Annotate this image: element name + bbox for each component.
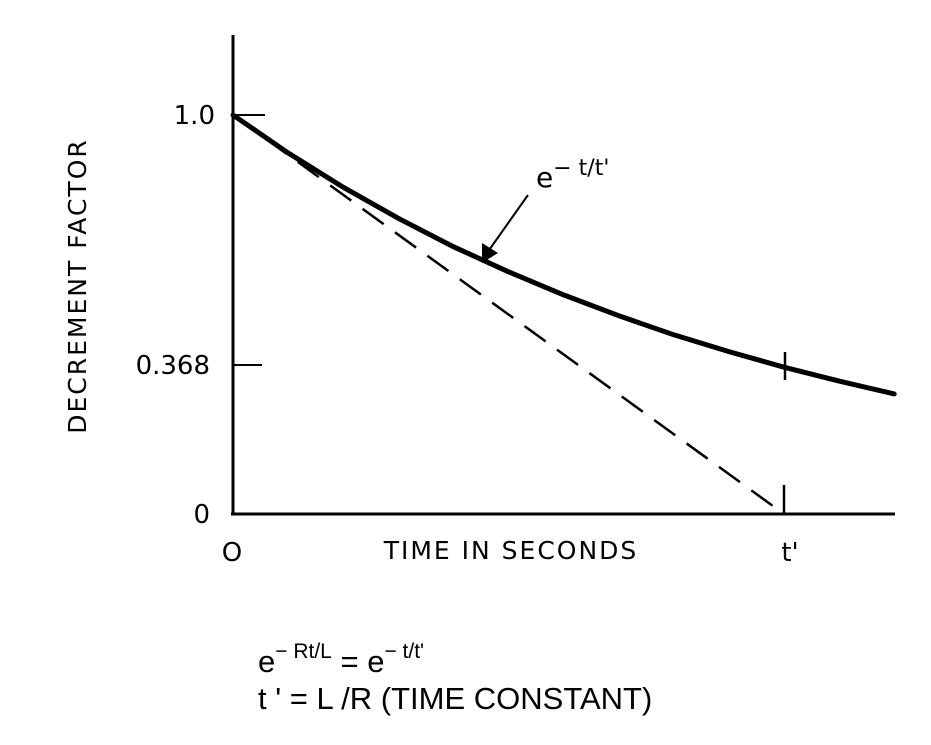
formula-1-exponent-a: − Rt/L xyxy=(275,640,332,663)
formula-1-equals: = e xyxy=(331,644,385,679)
formula-1-exponent-b: − t/t' xyxy=(384,640,425,663)
annotation-arrow-shaft xyxy=(486,194,529,254)
formula-time-constant: t ' = L /R (TIME CONSTANT) xyxy=(258,681,653,716)
dashed-tangent-line xyxy=(232,113,785,516)
y-axis-title: DECREMENT FACTOR xyxy=(63,138,92,433)
x-axis-title: TIME IN SECONDS xyxy=(383,536,639,565)
formula-decay-equivalence: e− Rt/L = e− t/t' xyxy=(258,640,424,680)
formula-1-base: e xyxy=(258,644,276,679)
y-tick-label-0368: 0.368 xyxy=(136,351,210,381)
x-tick-label-0: O xyxy=(222,538,242,568)
annotation-arrow-head xyxy=(482,243,498,263)
curve-label-exponent: − t/t' xyxy=(553,156,609,181)
x-tick-label-t-prime: t' xyxy=(781,538,798,568)
curve-label-base: e xyxy=(536,161,553,194)
curve-label: e− t/t' xyxy=(536,156,609,194)
y-tick-label-0: 0 xyxy=(193,500,210,530)
exponential-decay-curve xyxy=(230,112,897,397)
y-tick-label-1: 1.0 xyxy=(174,101,215,131)
